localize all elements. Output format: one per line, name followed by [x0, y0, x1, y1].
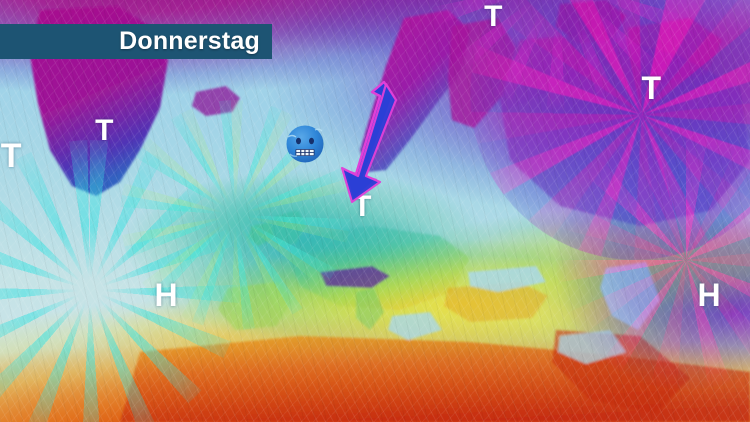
cyclone-swirl-russia-south: [556, 130, 750, 390]
day-title-label: Donnerstag: [119, 27, 260, 55]
low-pressure-marker-central-europe: T: [353, 189, 372, 223]
low-pressure-marker-arctic-north: T: [484, 0, 503, 33]
high-pressure-marker-atlantic-south: H: [154, 277, 178, 314]
high-pressure-marker-caspian-east: H: [697, 277, 721, 314]
cold-face-emoji: [285, 124, 325, 164]
day-title-banner[interactable]: Donnerstag: [0, 24, 272, 59]
low-pressure-marker-atlantic-west: T: [0, 137, 22, 176]
low-pressure-marker-russia-northeast: T: [641, 70, 661, 107]
low-pressure-marker-greenland-south: T: [95, 113, 114, 147]
